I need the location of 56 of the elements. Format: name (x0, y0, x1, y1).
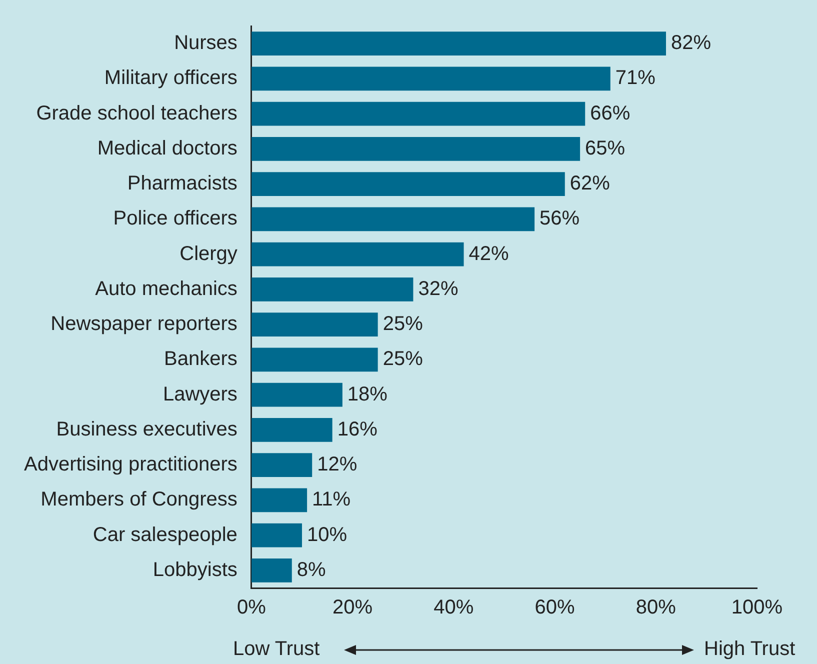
x-tick-label: 0% (236, 596, 266, 619)
bar (251, 418, 332, 442)
data-label: 18% (347, 383, 388, 406)
bar (251, 102, 586, 126)
bar (251, 488, 308, 512)
bar (251, 242, 464, 266)
data-label: 56% (540, 208, 580, 230)
bar (251, 66, 610, 91)
bar (251, 32, 666, 56)
text: High Trust (704, 638, 796, 661)
data-label: 62% (570, 172, 610, 195)
data-label: 25% (382, 313, 424, 336)
y-tick-label: Nurses (174, 32, 238, 54)
y-tick-label: Grade school teachers (36, 102, 238, 124)
y-tick-label: Business executives (56, 418, 238, 440)
y-tick-label: Lobbyists (152, 558, 238, 581)
x-tick-label: 40% (434, 596, 474, 619)
bar (251, 453, 312, 478)
bar (251, 382, 342, 407)
data-label: 32% (418, 278, 458, 300)
x-tick-label: 20% (332, 596, 373, 619)
y-tick-label: Police officers (113, 208, 238, 230)
y-tick-label: Advertising practitioners (24, 454, 238, 476)
y-tick-label: Lawyers (162, 383, 238, 406)
bar (251, 277, 414, 302)
bar (251, 348, 378, 372)
data-label: 10% (306, 524, 348, 546)
bar (251, 207, 535, 232)
bar (251, 172, 565, 196)
x-tick-label: 80% (636, 596, 676, 619)
x-tick-label: 60% (534, 596, 575, 619)
y-tick-label: Car salespeople (92, 524, 238, 546)
data-label: 8% (296, 558, 326, 581)
data-label: 71% (615, 67, 656, 90)
y-tick-label: Military officers (104, 67, 238, 90)
data-label: 65% (585, 137, 626, 160)
y-tick-label: Pharmacists (127, 172, 238, 195)
data-label: 42% (468, 242, 510, 265)
data-label: 16% (337, 418, 378, 440)
data-label: 66% (590, 102, 630, 124)
data-label: 12% (317, 454, 358, 476)
y-tick-label: Clergy (180, 242, 238, 265)
y-tick-label: Newspaper reporters (50, 313, 238, 336)
text: Low Trust (233, 638, 320, 661)
y-tick-label: Medical doctors (97, 137, 238, 160)
bar (251, 523, 302, 548)
y-tick-label: Members of Congress (40, 488, 238, 511)
bar (251, 136, 580, 161)
x-tick-label: 100% (731, 596, 783, 619)
data-label: 11% (312, 488, 351, 511)
data-label: 82% (670, 32, 712, 54)
y-tick-label: Auto mechanics (95, 278, 238, 300)
y-tick-label: Bankers (164, 348, 238, 370)
bar (251, 558, 292, 582)
bar (251, 312, 378, 337)
data-label: 25% (382, 348, 424, 370)
